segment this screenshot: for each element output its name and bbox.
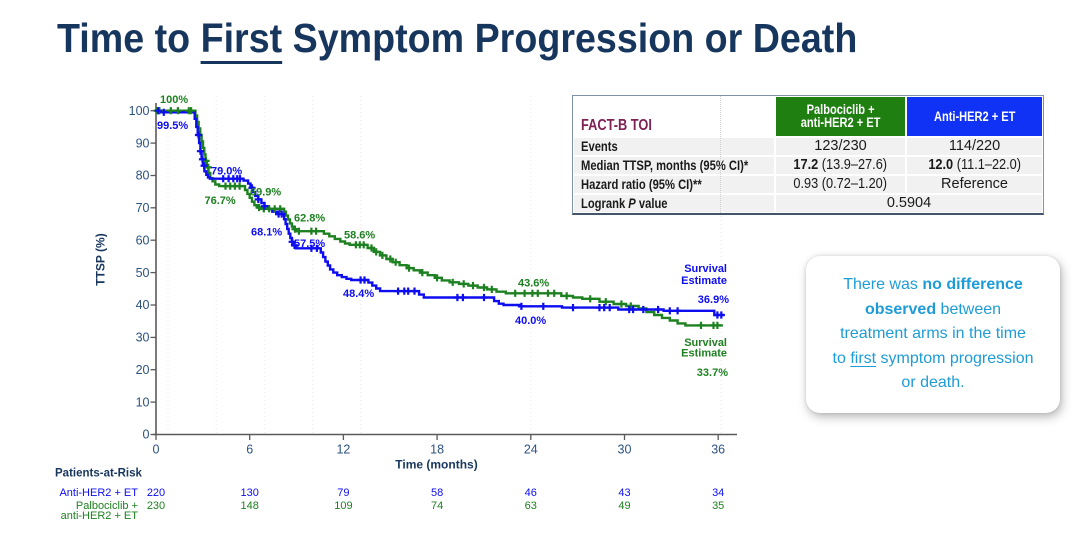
svg-text:20: 20 <box>136 363 150 377</box>
svg-text:34: 34 <box>712 487 724 499</box>
svg-text:76.7%: 76.7% <box>205 195 236 207</box>
svg-text:100: 100 <box>129 104 150 118</box>
svg-text:36.9%: 36.9% <box>698 294 729 306</box>
svg-text:30: 30 <box>136 331 150 345</box>
svg-text:Estimate: Estimate <box>681 275 727 287</box>
svg-text:90: 90 <box>136 136 150 150</box>
svg-text:TTSP (%): TTSP (%) <box>94 233 108 285</box>
svg-text:70: 70 <box>136 201 150 215</box>
svg-text:60: 60 <box>136 233 150 247</box>
svg-text:30: 30 <box>618 443 632 457</box>
svg-text:Survival: Survival <box>684 263 727 275</box>
svg-text:18: 18 <box>430 443 444 457</box>
svg-text:Anti-HER2 + ET: Anti-HER2 + ET <box>59 487 138 499</box>
svg-text:Estimate: Estimate <box>681 348 727 360</box>
svg-text:58: 58 <box>431 487 443 499</box>
svg-text:46: 46 <box>525 487 537 499</box>
svg-text:Time (months): Time (months) <box>395 458 477 472</box>
svg-text:99.5%: 99.5% <box>157 120 188 132</box>
svg-text:58.6%: 58.6% <box>344 230 375 242</box>
svg-text:148: 148 <box>241 500 259 512</box>
svg-text:40.0%: 40.0% <box>515 315 546 327</box>
svg-text:74: 74 <box>431 500 443 512</box>
svg-text:79: 79 <box>337 487 349 499</box>
svg-text:24: 24 <box>524 443 538 457</box>
svg-text:43: 43 <box>618 487 630 499</box>
svg-text:68.1%: 68.1% <box>251 227 282 239</box>
svg-text:109: 109 <box>334 500 352 512</box>
svg-text:100%: 100% <box>160 94 188 106</box>
svg-text:6: 6 <box>246 443 253 457</box>
svg-text:48.4%: 48.4% <box>343 288 374 300</box>
svg-text:35: 35 <box>712 500 724 512</box>
svg-text:36: 36 <box>711 443 725 457</box>
svg-text:12: 12 <box>336 443 350 457</box>
svg-text:0: 0 <box>153 443 160 457</box>
svg-text:Survival: Survival <box>684 337 727 349</box>
svg-text:anti-HER2 + ET: anti-HER2 + ET <box>61 510 139 522</box>
svg-text:220: 220 <box>147 487 165 499</box>
svg-text:62.8%: 62.8% <box>294 213 325 225</box>
svg-text:49: 49 <box>618 500 630 512</box>
svg-text:33.7%: 33.7% <box>697 367 728 379</box>
svg-text:79.0%: 79.0% <box>211 166 242 178</box>
svg-text:69.9%: 69.9% <box>250 187 281 199</box>
svg-text:Palbociclib +: Palbociclib + <box>76 500 138 512</box>
svg-text:80: 80 <box>136 169 150 183</box>
svg-text:230: 230 <box>147 500 165 512</box>
svg-text:43.6%: 43.6% <box>518 278 549 290</box>
svg-text:0: 0 <box>143 428 150 442</box>
svg-text:10: 10 <box>136 395 150 409</box>
svg-text:40: 40 <box>136 298 150 312</box>
svg-text:57.5%: 57.5% <box>294 238 325 250</box>
svg-text:130: 130 <box>241 487 259 499</box>
svg-text:63: 63 <box>525 500 537 512</box>
svg-text:50: 50 <box>136 266 150 280</box>
svg-text:Patients-at-Risk: Patients-at-Risk <box>55 468 143 480</box>
